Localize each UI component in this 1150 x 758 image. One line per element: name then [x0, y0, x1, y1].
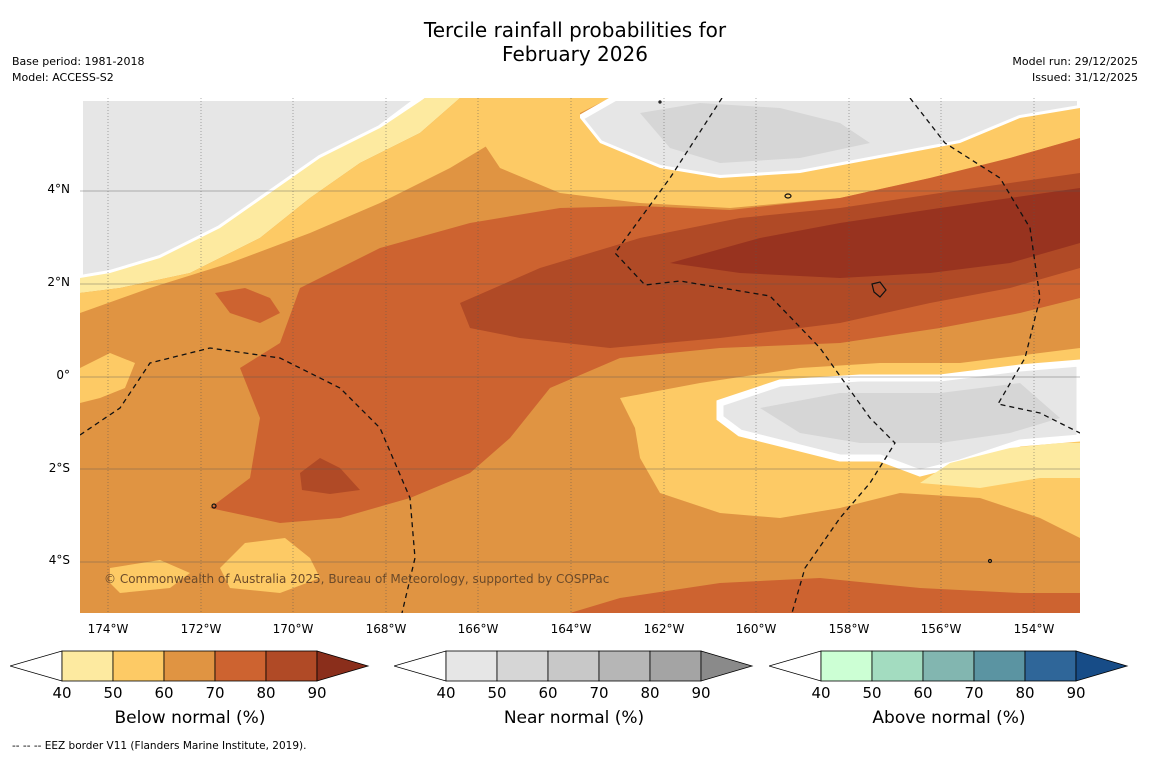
lon-label: 158°W — [828, 622, 870, 636]
model-name: Model: ACCESS-S2 — [12, 71, 114, 84]
gridlines — [80, 98, 1080, 613]
cb-tick: 50 — [862, 684, 882, 702]
meta-left: Base period: 1981-2018 Model: ACCESS-S2 — [12, 54, 144, 86]
cb-tick: 80 — [1015, 684, 1035, 702]
meta-right: Model run: 29/12/2025 Issued: 31/12/2025 — [1012, 54, 1138, 86]
cb-below-80 — [214, 650, 267, 682]
cb-tick: 80 — [640, 684, 660, 702]
below-50-band-topleft — [80, 98, 460, 293]
lon-label: 164°W — [550, 622, 592, 636]
colorbar-above — [769, 650, 1129, 682]
near-60-lower-right — [760, 383, 1060, 443]
cb-below-50 — [61, 650, 114, 682]
cb-tick: 80 — [256, 684, 276, 702]
lon-label: 172°W — [180, 622, 222, 636]
lat-label-2s: 2°S — [48, 461, 70, 475]
below-max-core — [670, 188, 1080, 278]
cb-near-50 — [445, 650, 498, 682]
model-run: Model run: 29/12/2025 — [1012, 55, 1138, 68]
below-60-west — [80, 353, 135, 403]
colorbar-above-title: Above normal (%) — [872, 708, 1026, 728]
below-60-south-1 — [110, 560, 190, 593]
cb-below-high-arrow — [316, 650, 370, 682]
below-80-bottom — [570, 578, 1080, 613]
islands — [211, 100, 993, 564]
copyright-notice: © Commonwealth of Australia 2025, Bureau… — [104, 572, 610, 586]
issued-date: Issued: 31/12/2025 — [1031, 71, 1138, 84]
cb-tick: 90 — [307, 684, 327, 702]
lat-label-4n: 4°N — [47, 182, 70, 196]
lon-label: 154°W — [1013, 622, 1055, 636]
cb-near-high-arrow — [700, 650, 754, 682]
cb-tick: 50 — [487, 684, 507, 702]
eez-borders — [80, 98, 1080, 613]
below-60-band-topright — [470, 98, 1080, 208]
lon-label: 170°W — [272, 622, 314, 636]
lat-label-2n: 2°N — [47, 275, 70, 289]
cb-tick: 90 — [1066, 684, 1086, 702]
cb-tick: 60 — [154, 684, 174, 702]
cb-tick: 60 — [538, 684, 558, 702]
lon-label: 162°W — [643, 622, 685, 636]
title-line-2: February 2026 — [502, 42, 648, 66]
lon-label: 160°W — [735, 622, 777, 636]
near-60-topright — [640, 103, 870, 163]
colorbar-near — [394, 650, 754, 682]
cb-tick: 70 — [205, 684, 225, 702]
lon-label: 156°W — [920, 622, 962, 636]
cb-near-70 — [547, 650, 600, 682]
below-60-south-2 — [220, 538, 320, 593]
cb-below-90 — [265, 650, 318, 682]
lat-label-4s: 4°S — [48, 553, 70, 567]
cb-tick: 50 — [103, 684, 123, 702]
cb-tick: 90 — [691, 684, 711, 702]
cb-above-70 — [922, 650, 975, 682]
cb-below-60 — [112, 650, 165, 682]
cb-above-50 — [820, 650, 873, 682]
below-80-blob-west — [215, 288, 280, 323]
cb-near-80 — [598, 650, 651, 682]
cb-near-low-arrow — [394, 650, 447, 682]
lon-label: 166°W — [457, 622, 499, 636]
rainfall-map — [80, 98, 1080, 613]
cb-below-70 — [163, 650, 216, 682]
cb-tick: 40 — [811, 684, 831, 702]
cb-near-60 — [496, 650, 549, 682]
cb-tick: 40 — [436, 684, 456, 702]
below-50-lower-right — [920, 443, 1080, 488]
lon-label: 168°W — [365, 622, 407, 636]
colorbar-near-title: Near normal (%) — [503, 708, 645, 728]
cb-tick: 70 — [964, 684, 984, 702]
colorbar-below — [10, 650, 370, 682]
cb-above-high-arrow — [1075, 650, 1129, 682]
cb-near-90 — [649, 650, 702, 682]
cb-above-80 — [973, 650, 1026, 682]
below-60-band-topleft — [80, 98, 610, 313]
cb-tick: 70 — [589, 684, 609, 702]
cb-tick: 40 — [52, 684, 72, 702]
eez-footnote: -- -- -- EEZ border V11 (Flanders Marine… — [12, 740, 307, 752]
lon-label: 174°W — [87, 622, 129, 636]
base-period: Base period: 1981-2018 — [12, 55, 145, 68]
cb-above-low-arrow — [769, 650, 822, 682]
cb-tick: 60 — [913, 684, 933, 702]
chart-title: Tercile rainfall probabilities for Febru… — [0, 18, 1150, 66]
cb-above-60 — [871, 650, 924, 682]
below-90-blob — [300, 458, 360, 494]
cb-below-low-arrow — [10, 650, 63, 682]
cb-above-90 — [1024, 650, 1077, 682]
lat-label-0: 0° — [56, 368, 70, 382]
colorbar-below-title: Below normal (%) — [114, 708, 266, 728]
title-line-1: Tercile rainfall probabilities for — [423, 18, 727, 42]
